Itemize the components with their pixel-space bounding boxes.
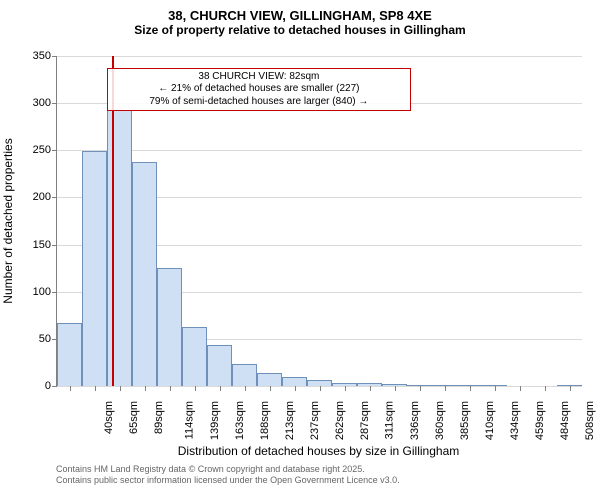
annotation-line: ← 21% of detached houses are smaller (22… [112,83,406,96]
plot-area: 05010015020025030035040sqm65sqm89sqm114s… [56,56,582,387]
xtick-label: 213sqm [282,401,296,440]
attribution-line: Contains public sector information licen… [56,475,400,486]
attribution-text: Contains HM Land Registry data © Crown c… [56,464,400,487]
xtick-mark [495,386,496,391]
histogram-bar [182,327,207,386]
ytick-label: 300 [33,97,57,109]
ytick-label: 50 [39,333,57,345]
histogram-bar [207,345,232,386]
xtick-label: 65sqm [126,401,140,434]
xtick-label: 434sqm [507,401,521,440]
histogram-bar [132,162,157,386]
xtick-label: 385sqm [457,401,471,440]
xtick-mark [570,386,571,391]
annotation-line: 79% of semi-detached houses are larger (… [112,96,406,109]
xtick-mark [170,386,171,391]
xtick-mark [420,386,421,391]
y-axis-label: Number of detached properties [1,138,15,303]
histogram-bar [57,323,82,386]
chart-subtitle: Size of property relative to detached ho… [0,23,600,37]
xtick-label: 360sqm [432,401,446,440]
xtick-mark [320,386,321,391]
xtick-mark [520,386,521,391]
ytick-label: 0 [45,380,57,392]
histogram-bar [157,268,182,386]
chart-titles: 38, CHURCH VIEW, GILLINGHAM, SP8 4XE Siz… [0,8,600,37]
histogram-bar [232,364,257,386]
xtick-label: 40sqm [101,401,115,434]
chart-container: 38, CHURCH VIEW, GILLINGHAM, SP8 4XE Siz… [0,0,600,500]
ytick-label: 350 [33,50,57,62]
xtick-label: 508sqm [582,401,596,440]
xtick-mark [295,386,296,391]
xtick-label: 262sqm [332,401,346,440]
xtick-mark [470,386,471,391]
xtick-mark [370,386,371,391]
attribution-line: Contains HM Land Registry data © Crown c… [56,464,400,475]
xtick-label: 484sqm [557,401,571,440]
xtick-mark [245,386,246,391]
histogram-bar [107,110,132,386]
xtick-label: 89sqm [151,401,165,434]
histogram-bar [82,151,107,386]
x-axis-label: Distribution of detached houses by size … [178,444,459,458]
xtick-mark [220,386,221,391]
xtick-label: 459sqm [532,401,546,440]
xtick-mark [545,386,546,391]
xtick-label: 410sqm [482,401,496,440]
ytick-label: 200 [33,191,57,203]
gridline [57,56,582,57]
xtick-label: 287sqm [357,401,371,440]
ytick-label: 150 [33,239,57,251]
ytick-label: 250 [33,144,57,156]
xtick-label: 237sqm [307,401,321,440]
chart-title: 38, CHURCH VIEW, GILLINGHAM, SP8 4XE [0,8,600,23]
xtick-mark [445,386,446,391]
xtick-label: 311sqm [381,401,395,439]
ytick-label: 100 [33,286,57,298]
xtick-mark [345,386,346,391]
xtick-label: 336sqm [407,401,421,440]
xtick-label: 163sqm [232,401,246,440]
xtick-label: 139sqm [207,401,221,440]
xtick-mark [70,386,71,391]
xtick-mark [270,386,271,391]
xtick-mark [145,386,146,391]
histogram-bar [282,377,307,386]
xtick-label: 114sqm [181,401,195,439]
gridline [57,150,582,151]
xtick-label: 188sqm [257,401,271,440]
annotation-box: 38 CHURCH VIEW: 82sqm← 21% of detached h… [107,68,411,112]
annotation-line: 38 CHURCH VIEW: 82sqm [112,71,406,84]
xtick-mark [195,386,196,391]
xtick-mark [395,386,396,391]
xtick-mark [95,386,96,391]
xtick-mark [120,386,121,391]
histogram-bar [257,373,282,386]
